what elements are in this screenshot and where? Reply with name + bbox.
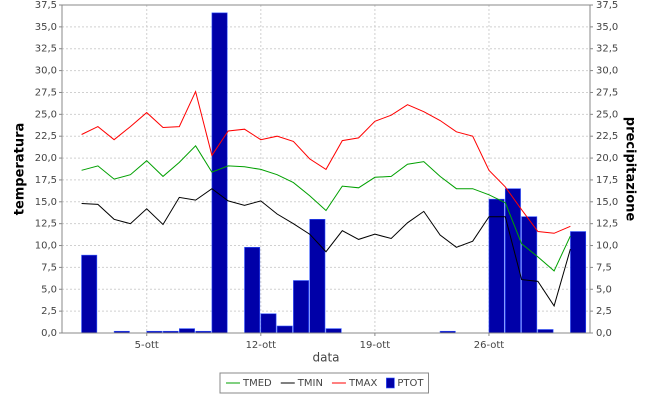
legend-swatch (386, 377, 395, 389)
y-tick-label: 37,5 (35, 0, 57, 11)
y-tick-label: 17,5 (35, 175, 57, 186)
bar (260, 313, 277, 334)
y2-tick-label: 15,0 (596, 197, 618, 208)
y-tick-label: 22,5 (35, 131, 57, 142)
line (81, 144, 571, 272)
y-tick-label: 10,0 (35, 241, 57, 252)
y2-tick-label: 7,5 (596, 262, 612, 273)
y2-tick-label: 17,5 (596, 175, 618, 186)
y-tick-label: 2,5 (41, 306, 57, 317)
bar (81, 254, 98, 334)
y2-tick-label: 32,5 (596, 44, 618, 55)
bar (521, 216, 538, 334)
legend-label: TMIN (297, 378, 323, 389)
y-tick-label: 0,0 (41, 328, 57, 339)
y-tick-label: 27,5 (35, 87, 57, 98)
legend-label: TMAX (348, 378, 378, 389)
bar (570, 231, 587, 334)
x-tick-label: 12-ott (246, 340, 277, 351)
bar (537, 329, 554, 334)
y2-tick-label: 2,5 (596, 306, 612, 317)
plot-border (61, 4, 591, 334)
y-tick-label: 25,0 (35, 109, 57, 120)
y-tick-label: 35,0 (35, 22, 57, 33)
y-tick-label: 20,0 (35, 153, 57, 164)
x-tick-label: 26-ott (474, 340, 505, 351)
y2-tick-label: 5,0 (596, 284, 612, 295)
y2-tick-label: 10,0 (596, 241, 618, 252)
y-axis-title: temperatura (13, 123, 28, 216)
legend-label: PTOT (397, 378, 424, 389)
y2-tick-label: 0,0 (596, 328, 612, 339)
bar (211, 12, 228, 334)
legend-box (219, 372, 429, 394)
y2-tick-label: 22,5 (596, 131, 618, 142)
y-tick-label: 30,0 (35, 66, 57, 77)
bar (488, 198, 505, 334)
x-tick-label: 19-ott (360, 340, 391, 351)
y2-tick-label: 35,0 (596, 22, 618, 33)
bar (179, 328, 195, 334)
y2-tick-label: 25,0 (596, 109, 618, 120)
y2-tick-label: 27,5 (596, 87, 618, 98)
y-tick-label: 5,0 (41, 284, 57, 295)
line (81, 90, 571, 234)
y2-tick-label: 20,0 (596, 153, 618, 164)
legend-label: TMED (242, 378, 272, 389)
legend: TMED TMIN TMAX PTOT (219, 372, 429, 394)
x-axis-title: data (312, 351, 339, 365)
y-tick-label: 32,5 (35, 44, 57, 55)
bar (325, 328, 342, 334)
bar (504, 188, 521, 334)
y-tick-label: 12,5 (35, 219, 57, 230)
bar (244, 246, 261, 334)
y2-axis-title: precipitazione (623, 117, 638, 222)
y2-tick-label: 37,5 (596, 0, 618, 11)
y2-tick-label: 30,0 (596, 66, 618, 77)
bar (293, 280, 310, 334)
y-tick-label: 7,5 (41, 262, 57, 273)
y2-tick-label: 12,5 (596, 219, 618, 230)
line (81, 188, 571, 308)
y-tick-label: 15,0 (35, 197, 57, 208)
x-tick-label: 5-ott (135, 340, 159, 351)
bar (276, 325, 293, 334)
